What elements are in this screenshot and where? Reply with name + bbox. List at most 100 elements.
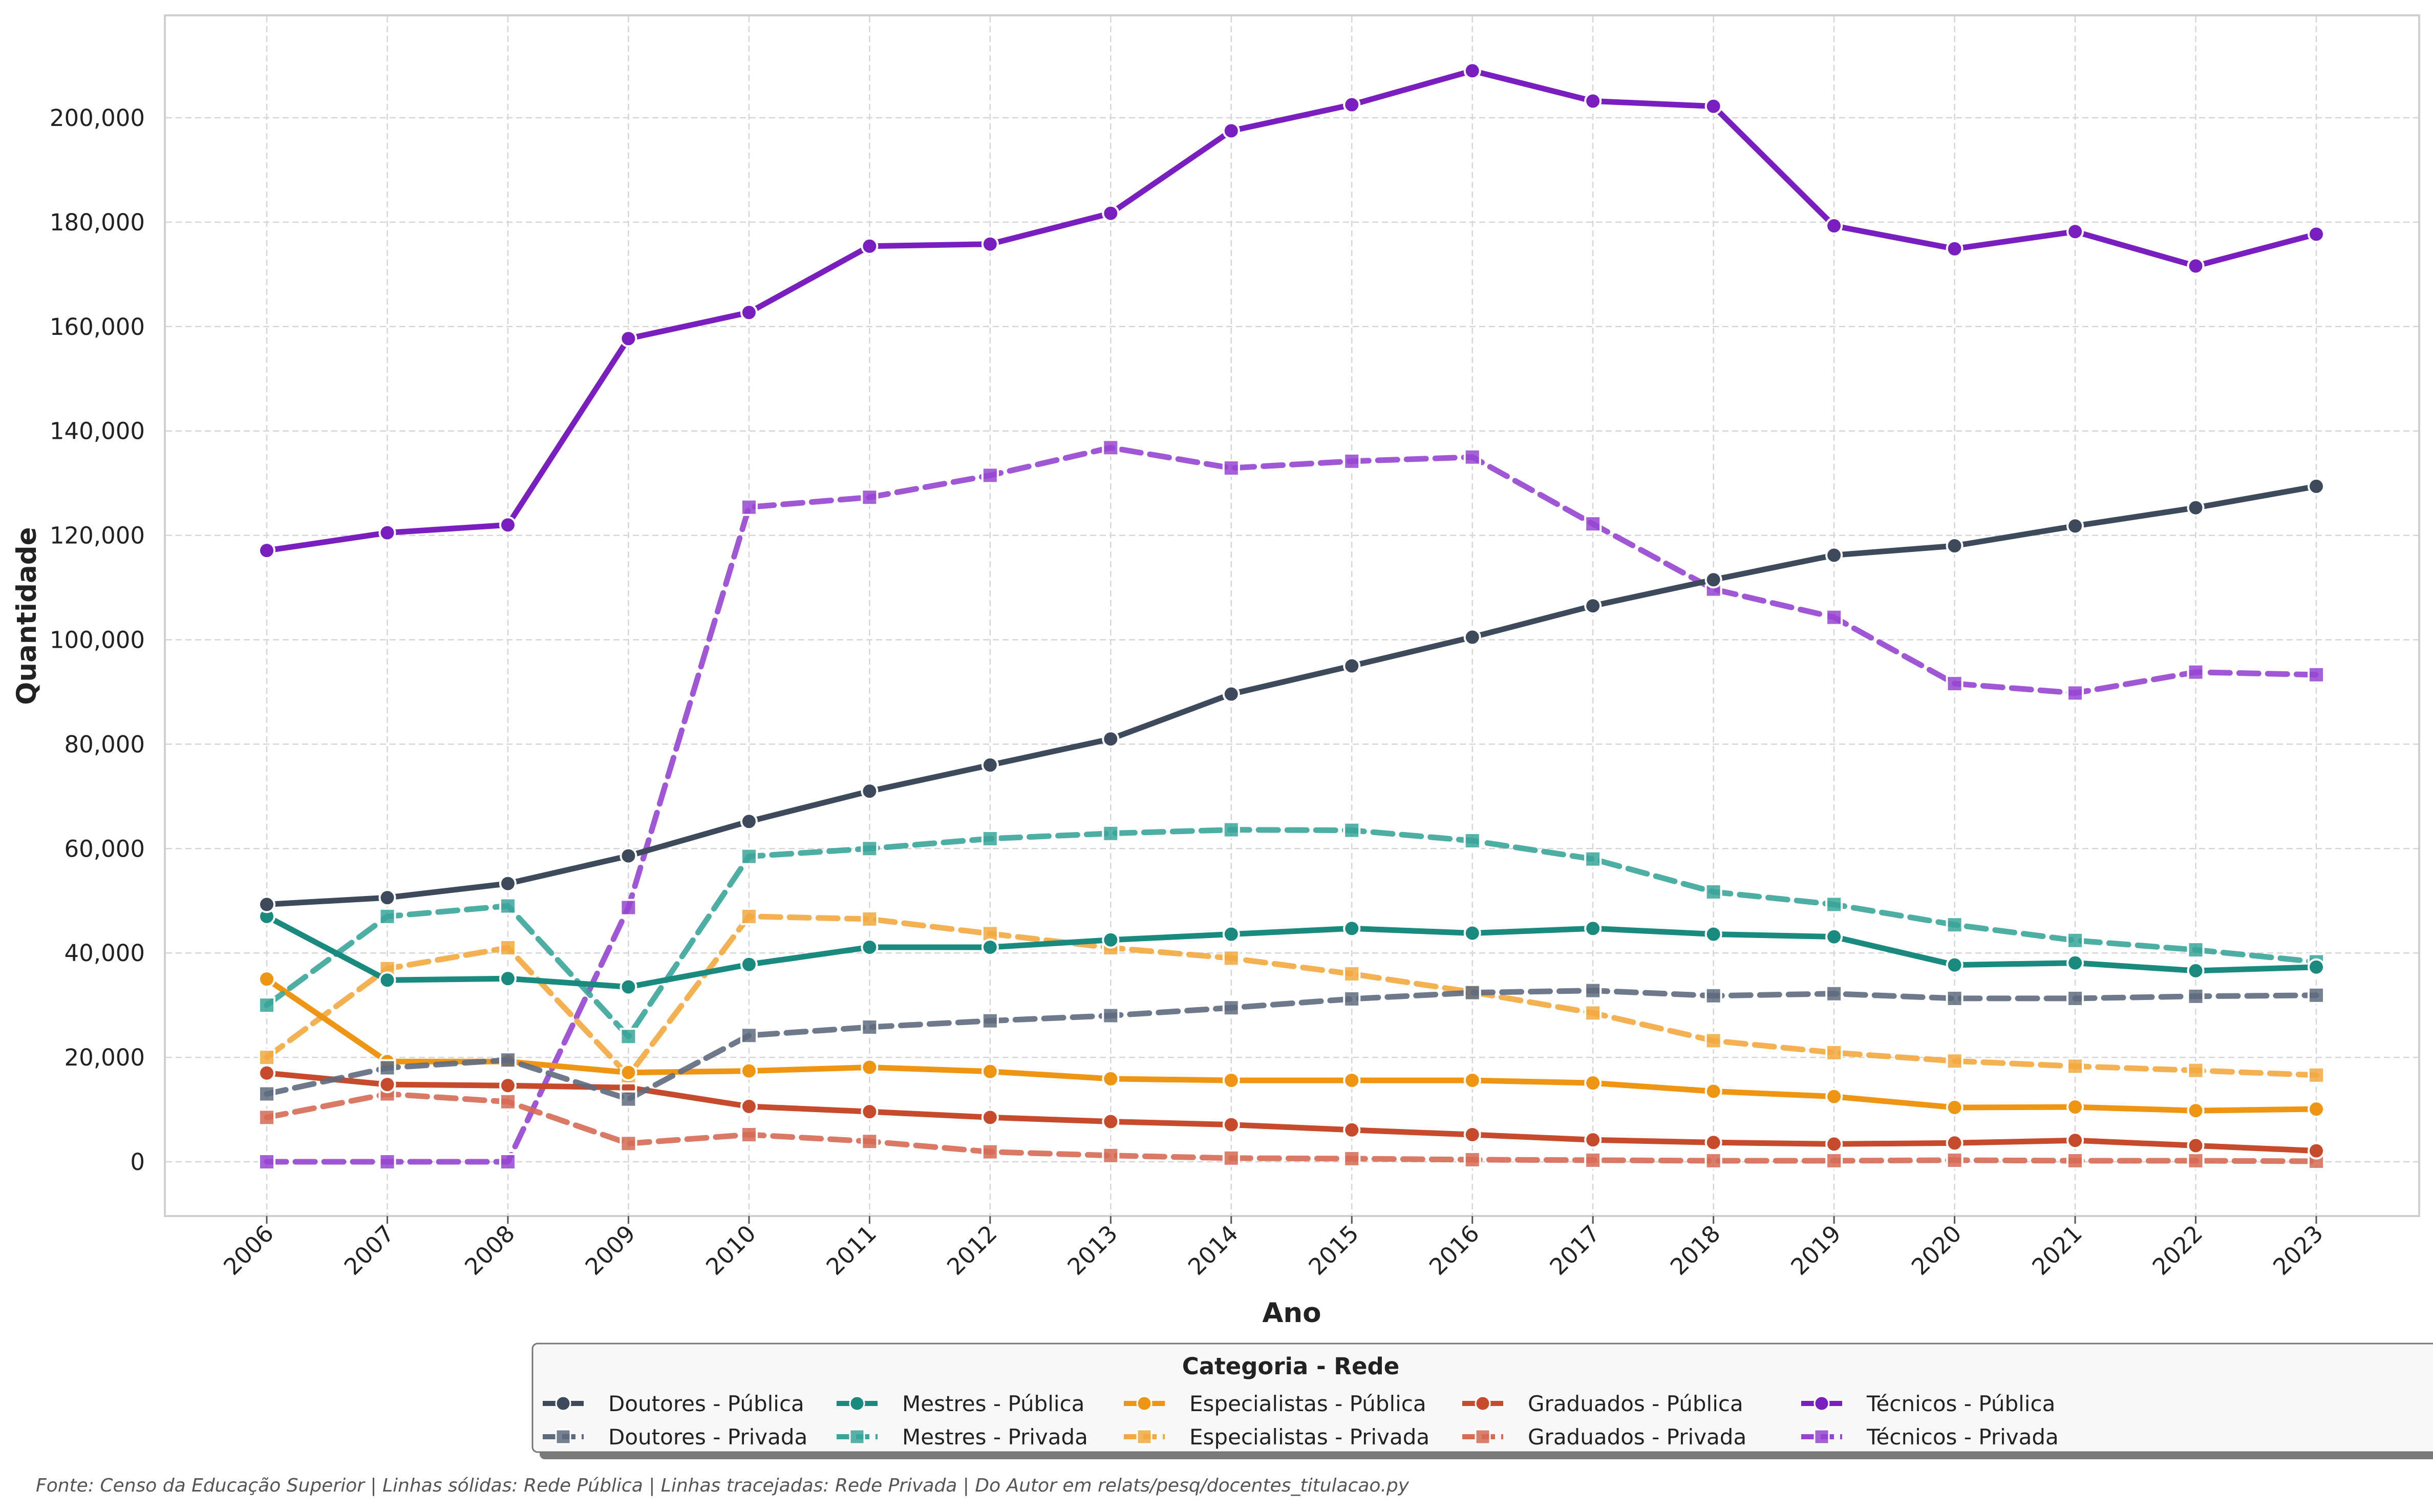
x-tick-label: 2021	[2026, 1220, 2087, 1280]
data-point	[378, 1076, 396, 1094]
legend-marker	[1475, 1429, 1491, 1445]
x-tick-label: 2009	[580, 1220, 641, 1280]
data-point	[981, 1062, 999, 1080]
data-point	[378, 971, 396, 989]
data-point	[1704, 1134, 1722, 1152]
y-tick-label: 100,000	[50, 627, 145, 654]
data-point	[620, 847, 637, 865]
data-point	[2308, 986, 2325, 1004]
x-tick-label: 2008	[459, 1220, 520, 1280]
data-point	[499, 1051, 517, 1069]
data-point	[861, 910, 879, 928]
x-tick-label: 2020	[1906, 1220, 1967, 1280]
data-point	[740, 907, 758, 925]
data-point	[1222, 821, 1240, 839]
y-tick-label: 140,000	[50, 418, 145, 445]
data-point	[1343, 96, 1361, 114]
data-point	[1825, 1152, 1843, 1169]
data-point	[2187, 499, 2205, 517]
data-point	[1704, 925, 1722, 943]
data-point	[620, 1028, 637, 1046]
data-point	[740, 304, 758, 322]
data-point	[499, 1077, 517, 1095]
data-point	[2066, 954, 2084, 972]
series-mestres-publica	[258, 907, 2325, 996]
data-point	[620, 899, 637, 917]
y-tick-label: 200,000	[50, 104, 145, 132]
data-point	[1584, 920, 1602, 938]
x-axis-label: Ano	[1262, 1297, 1321, 1329]
data-point	[740, 1027, 758, 1045]
data-point	[1102, 730, 1120, 748]
x-tick-label: 2017	[1544, 1220, 1605, 1280]
data-point	[258, 896, 275, 913]
data-point	[861, 237, 879, 255]
data-point	[2066, 684, 2084, 702]
data-point	[2308, 225, 2325, 243]
legend: Categoria - Rede Doutores - Pública Douto…	[531, 1343, 2433, 1459]
data-point	[1102, 1070, 1120, 1088]
x-tick-label: 2007	[339, 1220, 399, 1280]
data-point	[1463, 1151, 1481, 1168]
data-point	[1463, 448, 1481, 466]
data-point	[1102, 439, 1120, 457]
series-especialistas-publica	[258, 970, 2325, 1120]
data-point	[1222, 1071, 1240, 1089]
data-point	[1584, 1131, 1602, 1149]
data-point	[1946, 1151, 1964, 1169]
data-point	[2187, 1061, 2205, 1079]
data-point	[1946, 1134, 1964, 1152]
x-tick-label: 2010	[700, 1220, 761, 1280]
data-point	[1222, 1149, 1240, 1167]
legend-label: Graduados - Pública	[1528, 1391, 1743, 1416]
data-point	[1343, 920, 1361, 938]
plot-frame	[164, 14, 2420, 1217]
data-point	[1102, 204, 1120, 222]
data-point	[2187, 1102, 2205, 1120]
data-point	[1946, 1098, 1964, 1116]
legend-marker	[1136, 1395, 1153, 1412]
data-point	[1825, 896, 1843, 913]
data-point	[499, 970, 517, 988]
data-point	[2066, 1098, 2084, 1116]
legend-title: Categoria - Rede	[1182, 1353, 1399, 1380]
y-tick-label: 20,000	[65, 1044, 145, 1071]
data-point	[1102, 1113, 1120, 1131]
series-line	[264, 1091, 2319, 1164]
data-point	[1222, 949, 1240, 967]
y-tick-label: 0	[130, 1148, 145, 1176]
data-point	[1704, 571, 1722, 589]
data-point	[2066, 223, 2084, 241]
data-point	[1584, 597, 1602, 615]
data-point	[1584, 850, 1602, 868]
data-point	[1946, 675, 1964, 693]
data-point	[2066, 989, 2084, 1007]
data-point	[2066, 1057, 2084, 1075]
data-point	[740, 1062, 758, 1080]
series-tecnicos-publica	[258, 62, 2325, 560]
data-point	[2187, 941, 2205, 959]
data-point	[861, 1133, 879, 1151]
data-point	[1343, 821, 1361, 839]
data-point	[1102, 1146, 1120, 1164]
data-point	[1584, 1151, 1602, 1169]
legend-label: Especialistas - Pública	[1189, 1391, 1426, 1416]
data-point	[2308, 477, 2325, 495]
data-point	[1463, 628, 1481, 646]
data-point	[2308, 1100, 2325, 1118]
data-point	[499, 939, 517, 957]
x-tick-label: 2012	[942, 1220, 1002, 1280]
data-point	[981, 1012, 999, 1030]
data-point	[1946, 916, 1964, 934]
y-tick-label: 80,000	[65, 731, 145, 758]
legend-label: Doutores - Pública	[608, 1391, 804, 1416]
data-point	[258, 1153, 275, 1170]
data-point	[1825, 928, 1843, 946]
data-point	[620, 1063, 637, 1081]
data-point	[861, 782, 879, 800]
data-point	[981, 1109, 999, 1126]
series-line	[264, 988, 2319, 1102]
data-point	[981, 1143, 999, 1161]
x-tick-label: 2022	[2147, 1220, 2208, 1280]
